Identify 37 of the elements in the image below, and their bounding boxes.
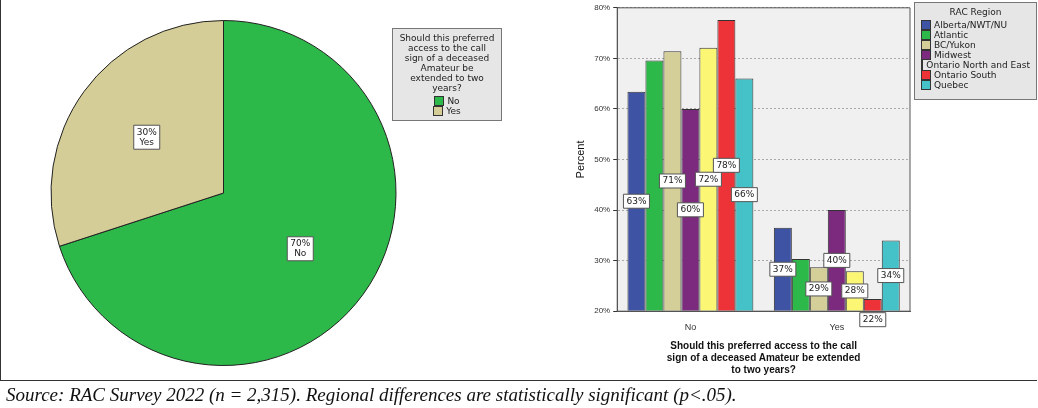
data-label: 34%: [880, 269, 902, 280]
x-axis-title: Should this preferred access to the call sign of a deceased Amateur be extended to two years?: [666, 339, 861, 375]
y-tick-label: 20%: [594, 306, 611, 316]
data-label: 78%: [716, 159, 737, 170]
y-tick-label: 30%: [594, 255, 611, 265]
data-label: 30%: [136, 126, 158, 137]
source-note: Source: RAC Survey 2022 (n = 2,315). Regional differences are statistically significant (p<.05).: [6, 384, 737, 406]
y-tick-label: 60%: [594, 104, 611, 114]
legend-label: BC/Yukon: [934, 40, 976, 50]
y-tick-label: 40%: [594, 205, 611, 215]
slice-label: No: [294, 248, 307, 259]
data-label: 28%: [844, 285, 866, 296]
data-label: 37%: [772, 263, 794, 274]
data-label: 72%: [698, 173, 719, 184]
data-label: 66%: [734, 188, 755, 199]
legend-label: Ontario North and East: [926, 60, 1030, 70]
y-axis-title: Percent: [573, 140, 586, 179]
legend-label: Midwest: [934, 50, 972, 60]
legend-label: No: [447, 96, 460, 106]
data-label: 29%: [808, 283, 830, 294]
legend-label: Yes: [446, 106, 461, 116]
legend-label: Alberta/NWT/NU: [934, 20, 1008, 30]
y-tick-label: 70%: [594, 53, 611, 63]
data-label: 70%: [290, 238, 311, 249]
legend-label: Ontario South: [934, 70, 997, 80]
y-tick-label: 50%: [594, 154, 611, 164]
legend-title: RAC Region: [948, 7, 1003, 17]
legend-label: Quebec: [934, 80, 969, 90]
slice-label: Yes: [138, 136, 155, 147]
data-label: 63%: [626, 195, 647, 206]
data-label: 60%: [680, 204, 701, 215]
y-tick-label: 80%: [594, 3, 611, 12]
legend-label: Atlantic: [934, 30, 969, 40]
data-label: 71%: [662, 175, 683, 186]
data-label: 40%: [826, 254, 848, 265]
legend-title: Should this preferred access to the call sign of a deceased Amateur be extended to two years?: [399, 33, 495, 93]
data-label: 22%: [862, 314, 884, 325]
